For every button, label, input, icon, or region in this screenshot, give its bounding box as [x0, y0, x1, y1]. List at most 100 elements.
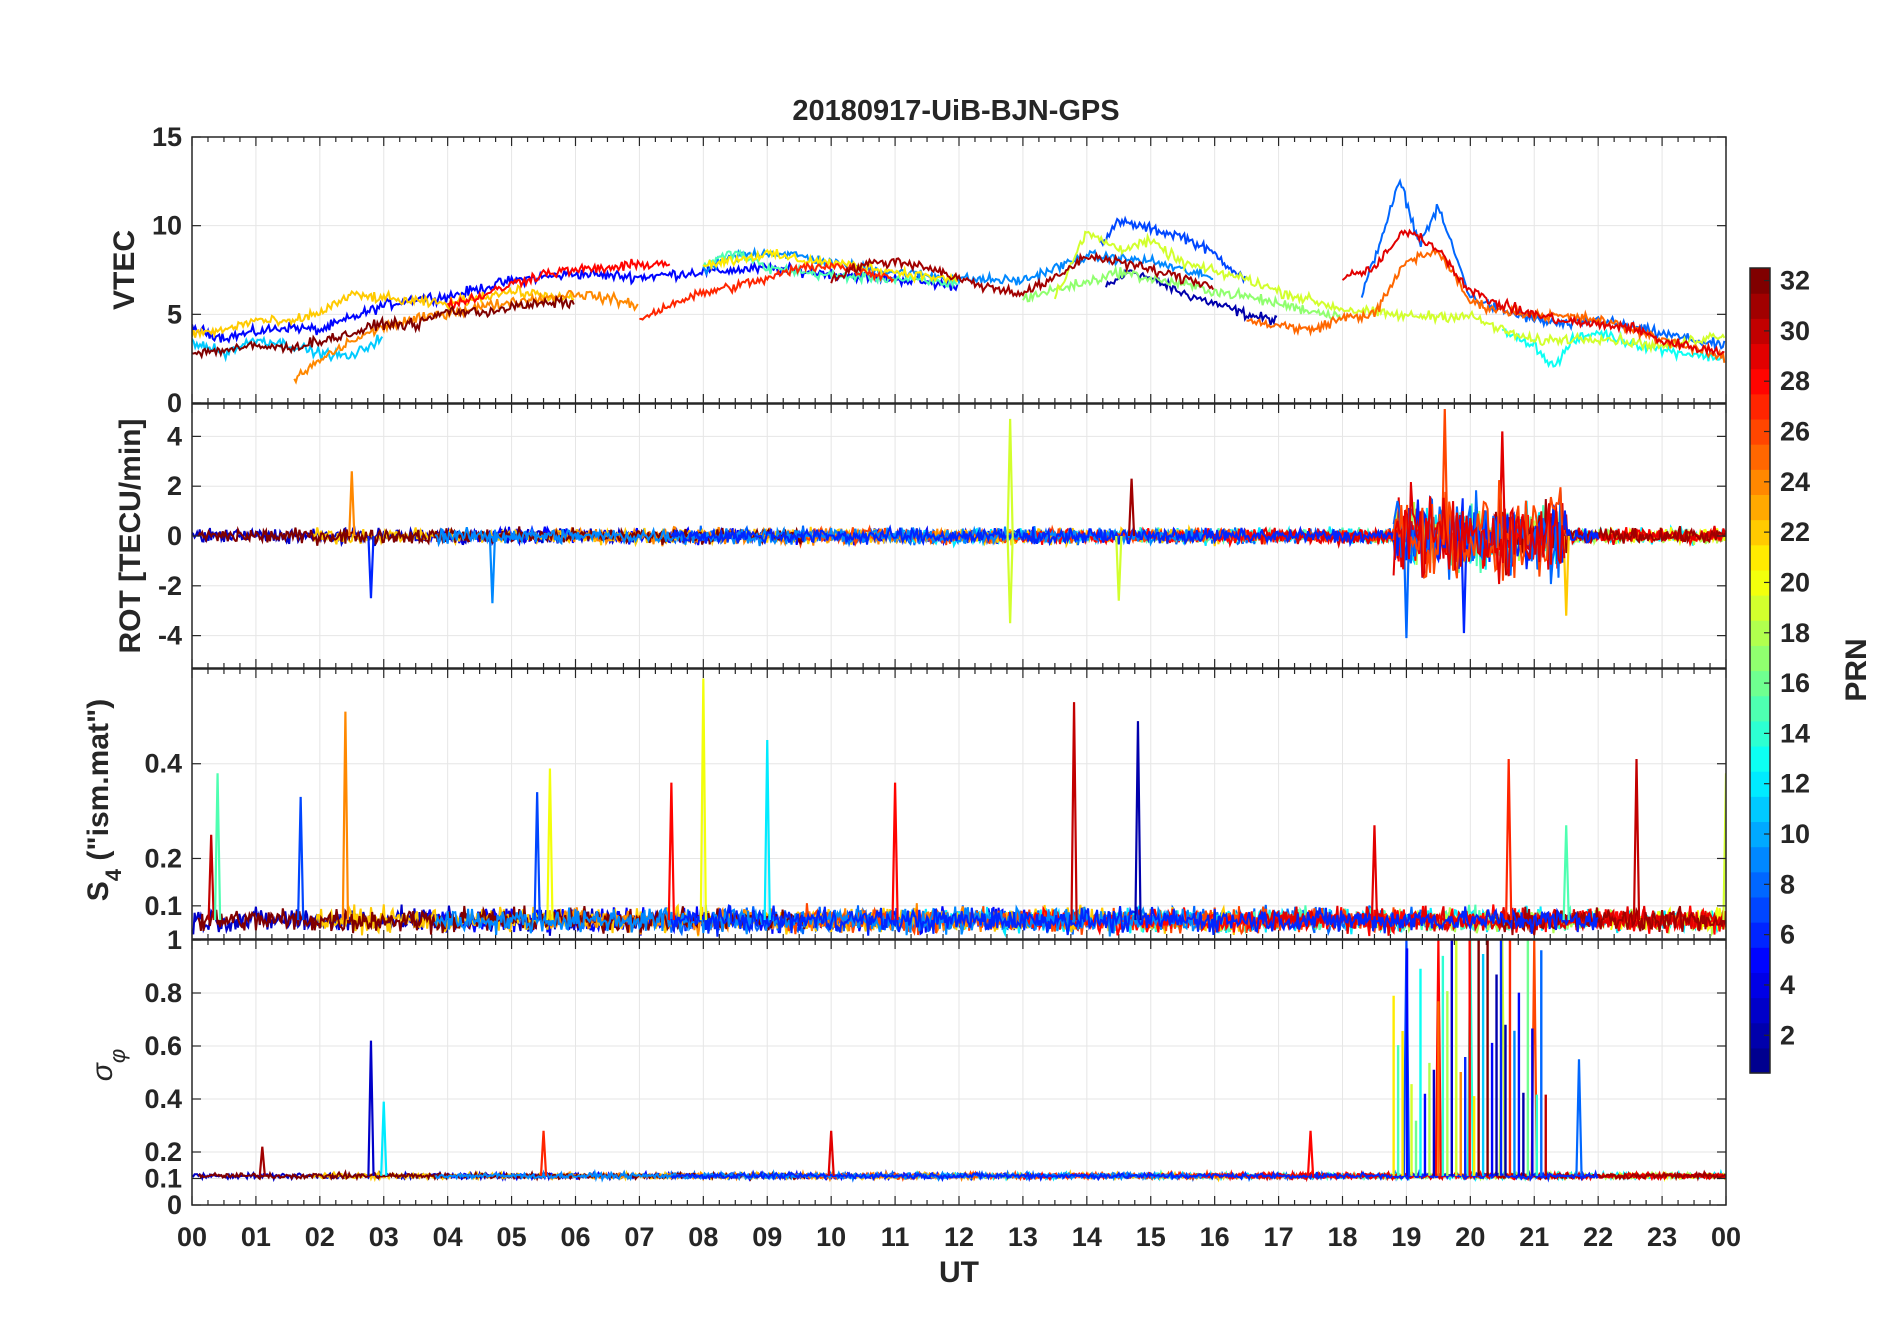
colorbar-segment-prn-7: [1750, 896, 1770, 923]
colorbar-segment-prn-4: [1750, 972, 1770, 999]
sigma-phi-axes-box: [191, 939, 1727, 1206]
x-tick-label: 17: [1264, 1222, 1294, 1252]
s4-panel: 0.1 0.2 0.4 S4 ("ism.mat"): [82, 668, 1727, 940]
y-tick-label: 0.2: [144, 1137, 182, 1167]
colorbar-segment-prn-13: [1750, 745, 1770, 772]
s4-spike: [1632, 758, 1641, 921]
y-tick-label: 0: [167, 388, 182, 418]
s4-ylabel-main: S: [82, 881, 115, 901]
colorbar-segment-prn-1: [1750, 1047, 1770, 1074]
vtec-series-prn-29: [1341, 228, 1725, 357]
colorbar-tick-label: 14: [1780, 718, 1810, 748]
chart-title: 20180917-UiB-BJN-GPS: [792, 95, 1119, 127]
s4-series-prn-31: [1494, 905, 1726, 936]
vtec-series-prn-25: [1246, 246, 1726, 363]
s4-spike: [1562, 825, 1570, 921]
colorbar-segment-prn-10: [1750, 821, 1770, 848]
colorbar-segment-prn-8: [1750, 871, 1770, 898]
colorbar-tick-label: 18: [1780, 618, 1810, 648]
colorbar-tick-label: 20: [1780, 567, 1810, 597]
colorbar-tick-label: 30: [1780, 316, 1810, 346]
colorbar-tick-label: 10: [1780, 819, 1810, 849]
rot-spike: [1006, 535, 1014, 624]
s4-spike: [297, 796, 305, 921]
colorbar-tick-label: 12: [1780, 769, 1810, 799]
x-tick-label: 01: [241, 1222, 271, 1252]
s4-spike: [341, 711, 350, 921]
colorbar-label: PRN: [1840, 638, 1873, 701]
sig-spike: [258, 1146, 266, 1176]
sig-spike: [539, 1130, 548, 1176]
y-tick-label: 15: [152, 122, 182, 152]
vtec-series-group: [192, 178, 1726, 385]
colorbar-segment-prn-31: [1750, 293, 1770, 319]
rot-spike: [1402, 535, 1411, 639]
vtec-series-prn-31: [830, 251, 1214, 298]
x-tick-label: 23: [1647, 1222, 1677, 1252]
s4-spike: [1722, 773, 1726, 921]
colorbar-segment-prn-16: [1750, 670, 1770, 697]
colorbar-scale: [1750, 268, 1770, 1074]
sigma-phi-series-group: [192, 940, 1726, 1183]
vtec-series-prn-27: [639, 261, 895, 321]
x-tick-label: 11: [881, 1222, 910, 1252]
x-axis-label: UT: [939, 1256, 979, 1289]
vtec-series-prn-28: [446, 258, 671, 309]
vtec-series-prn-21: [702, 248, 959, 285]
colorbar-tick-label: 8: [1780, 869, 1795, 899]
s4-series-prn-9: [434, 904, 1203, 937]
y-tick-label: 4: [167, 421, 182, 451]
s4-spike: [546, 768, 554, 921]
vtec-series-prn-32: [192, 294, 575, 360]
y-tick-label: 0.1: [144, 1164, 182, 1194]
colorbar-segment-prn-30: [1750, 318, 1770, 345]
colorbar-segment-prn-5: [1750, 947, 1770, 973]
y-tick-label: 10: [152, 211, 182, 241]
s4-spike: [1505, 758, 1513, 921]
colorbar-frame: [1749, 267, 1771, 1074]
sig-spike: [1575, 1059, 1583, 1176]
y-tick-label: 0.4: [144, 1084, 182, 1114]
colorbar-segment-prn-26: [1750, 418, 1770, 445]
vtec-ylabel: VTEC: [108, 230, 141, 310]
x-tick-label: 18: [1327, 1222, 1357, 1252]
rot-spike: [348, 471, 356, 537]
rot-burst-prn-29: [1392, 481, 1566, 585]
vtec-grid: [191, 136, 1727, 404]
colorbar-tick-label: 32: [1780, 266, 1810, 296]
s4-spike: [667, 782, 676, 921]
y-tick-label: 0.1: [144, 891, 182, 921]
s4-ylabel-suffix: ("ism.mat"): [82, 699, 115, 869]
x-tick-label: 12: [944, 1222, 974, 1252]
x-tick-label: 14: [1072, 1222, 1102, 1252]
rot-spike: [1460, 535, 1468, 634]
colorbar-tick-label: 2: [1780, 1020, 1795, 1050]
colorbar-segment-prn-23: [1750, 494, 1770, 521]
y-tick-label: 2: [167, 471, 182, 501]
colorbar-segment-prn-22: [1750, 519, 1770, 546]
vtec-series-prn-7: [1099, 215, 1246, 285]
rot-spike: [1127, 478, 1136, 537]
y-tick-label: 0.6: [144, 1031, 182, 1061]
s4-yticks: 0.1 0.2 0.4: [144, 749, 1726, 921]
x-tick-label: 00: [1711, 1222, 1741, 1252]
s4-spike: [213, 773, 222, 921]
y-tick-label: 0: [167, 1190, 182, 1220]
x-tick-label: 21: [1519, 1222, 1549, 1252]
s4-spike: [699, 678, 707, 921]
y-tick-label: 5: [167, 299, 182, 329]
colorbar-segment-prn-17: [1750, 645, 1770, 672]
colorbar-segment-prn-15: [1750, 695, 1770, 722]
rot-spike: [1115, 535, 1123, 601]
vtec-series-prn-22: [192, 283, 575, 340]
colorbar-tick-label: 6: [1780, 920, 1795, 950]
s4-spike: [1134, 721, 1142, 921]
rot-yticks: -4 -2 0 2 4: [158, 421, 1726, 651]
rot-ylabel: ROT [TECU/min]: [114, 419, 147, 654]
y-tick-label: -2: [158, 571, 182, 601]
colorbar-tick-label: 28: [1780, 366, 1810, 396]
x-tick-label: 16: [1200, 1222, 1230, 1252]
y-tick-label: 0.8: [144, 978, 182, 1008]
s4-spike: [891, 782, 899, 921]
